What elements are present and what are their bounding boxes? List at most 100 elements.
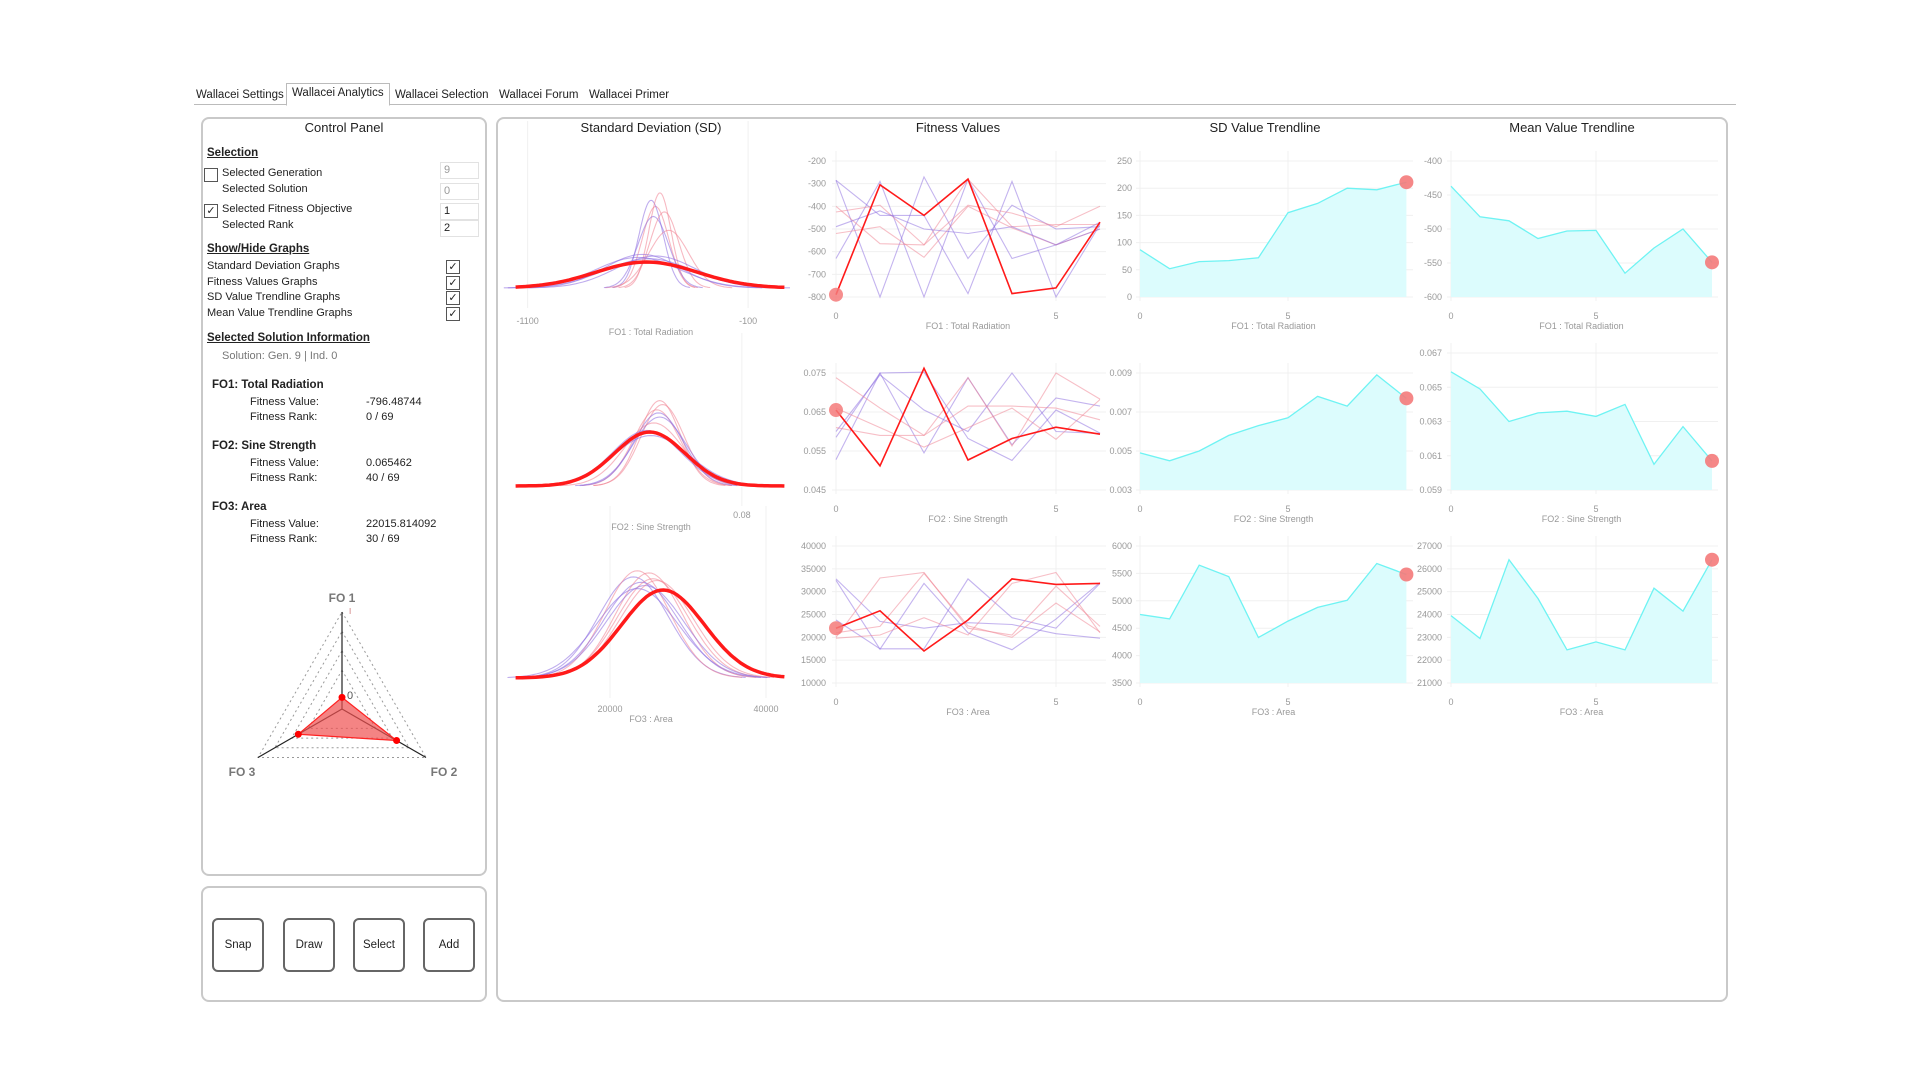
select-button[interactable]: Select	[353, 918, 405, 972]
column-title-mean-trendline: Mean Value Trendline	[1509, 120, 1635, 135]
y-tick-label: 0.075	[803, 368, 826, 378]
mean-trend-chart-row-3: 21000 22000 23000 24000 25000 26000 27000 0 5FO3…	[1417, 536, 1719, 717]
x-tick-label: 0	[1448, 697, 1453, 707]
fitness-line	[835, 580, 1101, 651]
show-sd-trendline-checkbox[interactable]: ✓	[446, 291, 460, 305]
fo3-rank: 30 / 69	[366, 533, 400, 545]
fitness-chart-row-2: 0.075 0.065 0.055 0.045 0 5 FO2 : Sine Strengt…	[803, 363, 1106, 524]
tab-wallacei-settings[interactable]: Wallacei Settings	[196, 89, 284, 101]
tab-wallacei-selection[interactable]: Wallacei Selection	[395, 89, 489, 101]
sd-curve	[612, 199, 691, 289]
selected-rank-input[interactable]: 2	[440, 220, 479, 237]
selected-fitness-objective-checkbox[interactable]: ✓	[204, 204, 218, 218]
sd-x-tick-label: 40000	[753, 704, 778, 714]
radar-grid-ring	[290, 649, 394, 739]
current-generation-marker	[1705, 255, 1719, 270]
sd-x-tick-label: -100	[739, 316, 757, 326]
y-tick-label: 25000	[801, 610, 826, 620]
y-tick-label: 50	[1122, 265, 1132, 275]
y-tick-label: 100	[1117, 238, 1132, 248]
show-mean-trendline-label: Mean Value Trendline Graphs	[207, 307, 353, 319]
selected-generation-input[interactable]: 9	[440, 162, 479, 179]
fitness-chart-row-3: 40000 35000 30000 25000 20000 15000 10000 0 5 FO3…	[801, 536, 1106, 717]
fitness-line	[835, 571, 1101, 638]
show-fitness-graphs-checkbox[interactable]: ✓	[446, 276, 460, 290]
sd-curve	[603, 215, 703, 289]
y-tick-label: 0.007	[1109, 407, 1132, 417]
x-tick-label: 5	[1285, 311, 1290, 321]
x-axis-label: FO3 : Area	[1560, 707, 1604, 717]
sd-curve	[507, 588, 768, 679]
add-button[interactable]: Add	[423, 918, 475, 972]
selected-fitness-objective-input[interactable]: 1	[440, 203, 479, 220]
y-tick-label: 6000	[1112, 541, 1132, 551]
current-generation-marker	[1399, 567, 1414, 582]
y-tick-label: -400	[1424, 156, 1442, 166]
fo3-heading: FO3: Area	[212, 501, 267, 513]
sd-chart-row-1: -1100 -100 FO1 : Total Radiation	[503, 121, 790, 337]
fitness-line	[835, 571, 1101, 639]
current-generation-marker	[1705, 552, 1719, 567]
y-tick-label: 23000	[1417, 632, 1442, 642]
draw-button[interactable]: Draw	[283, 918, 335, 972]
fo1-value: -796.48744	[366, 396, 422, 408]
sd-curve-selected	[515, 588, 785, 680]
tab-wallacei-primer[interactable]: Wallacei Primer	[589, 89, 670, 101]
sd-curve	[579, 412, 738, 487]
selected-rank-label: Selected Rank	[222, 219, 294, 231]
sd-curve	[528, 435, 774, 487]
radar-grid-ring	[257, 610, 427, 758]
radar-chart: FO 1 FO 2 FO 3 0 I	[229, 591, 458, 779]
selected-solution-input[interactable]: 0	[440, 183, 479, 200]
show-fitness-graphs-label: Fitness Values Graphs	[207, 276, 318, 288]
y-tick-label: -600	[1424, 292, 1442, 302]
tab-wallacei-analytics[interactable]: Wallacei Analytics	[286, 83, 390, 106]
x-axis-label: FO2 : Sine Strength	[1542, 514, 1622, 524]
sd-x-tick-label: 0.08	[733, 510, 751, 520]
x-tick-label: 0	[1137, 311, 1142, 321]
y-tick-label: 0.045	[803, 485, 826, 495]
radar-label-fo2: FO 2	[431, 765, 458, 779]
selected-solution-marker	[829, 287, 843, 302]
fo1-value-label: Fitness Value:	[250, 396, 319, 408]
y-tick-label: 0.061	[1419, 451, 1442, 461]
y-tick-label: 0.065	[1419, 382, 1442, 392]
y-tick-label: 0.009	[1109, 368, 1132, 378]
sd-curve-selected	[515, 260, 785, 290]
y-tick-label: 0.003	[1109, 485, 1132, 495]
y-tick-label: 4500	[1112, 623, 1132, 633]
show-mean-trendline-checkbox[interactable]: ✓	[446, 307, 460, 321]
y-tick-label: 15000	[801, 655, 826, 665]
sd-trend-line	[1139, 374, 1407, 462]
selected-generation-checkbox[interactable]	[204, 168, 218, 182]
sd-x-axis-label: FO3 : Area	[629, 714, 673, 724]
fitness-line-selected	[835, 177, 1101, 295]
radar-solution-polygon	[296, 696, 399, 742]
tab-wallacei-forum[interactable]: Wallacei Forum	[499, 89, 579, 101]
x-axis-label: FO1 : Total Radiation	[926, 321, 1010, 331]
selection-heading: Selection	[207, 147, 259, 159]
show-sd-graphs-label: Standard Deviation Graphs	[207, 260, 340, 272]
y-tick-label: 21000	[1417, 678, 1442, 688]
y-tick-label: 0.063	[1419, 417, 1442, 427]
y-tick-label: 35000	[801, 564, 826, 574]
solution-info-heading: Selected Solution Information	[207, 332, 370, 344]
fo3-value-label: Fitness Value:	[250, 518, 319, 530]
x-axis-label: FO2 : Sine Strength	[1234, 514, 1314, 524]
radar-grid-ring	[273, 630, 411, 749]
fitness-line	[835, 371, 1101, 455]
y-tick-label: -450	[1424, 190, 1442, 200]
x-tick-label: 5	[1053, 504, 1058, 514]
show-sd-graphs-checkbox[interactable]: ✓	[446, 260, 460, 274]
sd-trend-line	[1139, 181, 1407, 270]
snap-button[interactable]: Snap	[212, 918, 264, 972]
sd-curve-selected	[515, 430, 785, 488]
x-tick-label: 0	[833, 504, 838, 514]
selected-solution-label: Selected Solution	[222, 183, 308, 195]
y-tick-label: -200	[808, 156, 826, 166]
fitness-line	[835, 371, 1101, 462]
